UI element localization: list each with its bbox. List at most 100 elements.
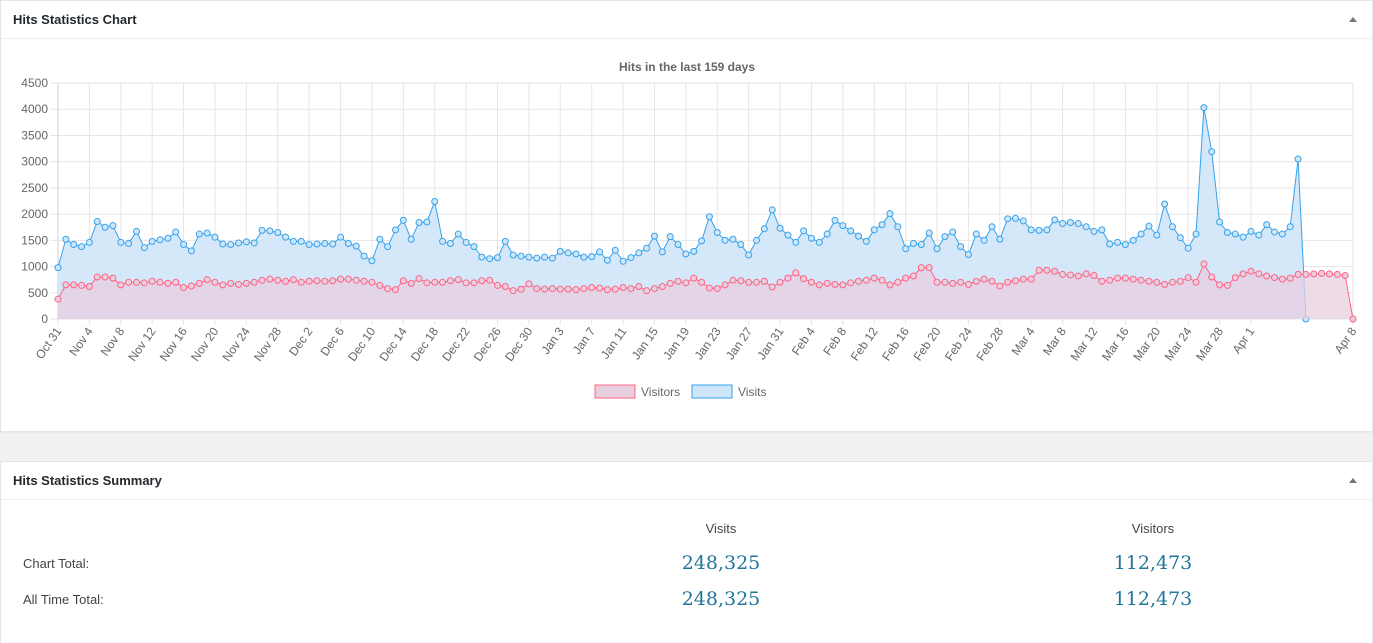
data-point[interactable] — [423, 218, 431, 226]
data-point[interactable] — [596, 284, 604, 292]
data-point[interactable] — [439, 237, 447, 245]
data-point[interactable] — [792, 238, 800, 246]
data-point[interactable] — [1263, 272, 1271, 280]
data-point[interactable] — [219, 240, 227, 248]
data-point[interactable] — [972, 230, 980, 238]
data-point[interactable] — [517, 252, 525, 260]
data-point[interactable] — [1004, 215, 1012, 223]
data-point[interactable] — [462, 238, 470, 246]
data-point[interactable] — [823, 279, 831, 287]
data-point[interactable] — [54, 264, 62, 272]
data-point[interactable] — [509, 287, 517, 295]
data-point[interactable] — [643, 244, 651, 252]
data-point[interactable] — [235, 280, 243, 288]
data-point[interactable] — [533, 285, 541, 293]
data-point[interactable] — [1318, 269, 1326, 277]
data-point[interactable] — [627, 254, 635, 262]
data-point[interactable] — [439, 278, 447, 286]
data-point[interactable] — [1129, 275, 1137, 283]
data-point[interactable] — [1263, 221, 1271, 229]
data-point[interactable] — [1278, 230, 1286, 238]
data-point[interactable] — [548, 254, 556, 262]
data-point[interactable] — [650, 285, 658, 293]
data-point[interactable] — [360, 277, 368, 285]
data-point[interactable] — [1247, 227, 1255, 235]
data-point[interactable] — [101, 223, 109, 231]
data-point[interactable] — [203, 276, 211, 284]
data-point[interactable] — [1012, 277, 1020, 285]
data-point[interactable] — [674, 241, 682, 249]
data-point[interactable] — [313, 277, 321, 285]
legend-item-visitors[interactable]: Visitors — [594, 384, 680, 399]
data-point[interactable] — [1004, 278, 1012, 286]
data-point[interactable] — [1090, 227, 1098, 235]
data-point[interactable] — [1200, 104, 1208, 112]
data-point[interactable] — [541, 285, 549, 293]
data-point[interactable] — [815, 238, 823, 246]
data-point[interactable] — [1019, 217, 1027, 225]
data-point[interactable] — [109, 274, 117, 282]
data-point[interactable] — [917, 241, 925, 249]
data-point[interactable] — [1114, 274, 1122, 282]
data-point[interactable] — [548, 285, 556, 293]
data-point[interactable] — [399, 216, 407, 224]
data-point[interactable] — [376, 235, 384, 243]
data-point[interactable] — [870, 226, 878, 234]
data-point[interactable] — [596, 248, 604, 256]
data-point[interactable] — [1286, 223, 1294, 231]
data-point[interactable] — [93, 217, 101, 225]
data-point[interactable] — [156, 236, 164, 244]
data-point[interactable] — [1145, 277, 1153, 285]
data-point[interactable] — [839, 222, 847, 230]
data-point[interactable] — [391, 226, 399, 234]
data-point[interactable] — [1082, 270, 1090, 278]
data-point[interactable] — [391, 286, 399, 294]
data-point[interactable] — [580, 285, 588, 293]
data-point[interactable] — [1066, 219, 1074, 227]
data-point[interactable] — [478, 253, 486, 261]
data-point[interactable] — [988, 277, 996, 285]
data-point[interactable] — [1302, 270, 1310, 278]
data-point[interactable] — [282, 233, 290, 241]
data-point[interactable] — [470, 279, 478, 287]
data-point[interactable] — [494, 254, 502, 262]
data-point[interactable] — [533, 254, 541, 262]
data-point[interactable] — [603, 286, 611, 294]
data-point[interactable] — [972, 277, 980, 285]
data-point[interactable] — [156, 278, 164, 286]
data-point[interactable] — [682, 250, 690, 258]
data-point[interactable] — [1153, 278, 1161, 286]
data-point[interactable] — [289, 237, 297, 245]
data-point[interactable] — [776, 224, 784, 232]
data-point[interactable] — [847, 227, 855, 235]
legend-item-visits[interactable]: Visits — [691, 384, 766, 399]
data-point[interactable] — [643, 287, 651, 295]
data-point[interactable] — [1121, 241, 1129, 249]
data-point[interactable] — [753, 236, 761, 244]
data-point[interactable] — [1294, 270, 1302, 278]
data-point[interactable] — [760, 277, 768, 285]
data-point[interactable] — [446, 277, 454, 285]
data-point[interactable] — [541, 253, 549, 261]
data-point[interactable] — [729, 235, 737, 243]
data-point[interactable] — [140, 279, 148, 287]
data-point[interactable] — [635, 282, 643, 290]
data-point[interactable] — [227, 279, 235, 287]
data-point[interactable] — [784, 274, 792, 282]
data-point[interactable] — [894, 278, 902, 286]
data-point[interactable] — [1192, 230, 1200, 238]
data-point[interactable] — [572, 286, 580, 294]
data-point[interactable] — [297, 278, 305, 286]
data-point[interactable] — [1286, 274, 1294, 282]
data-point[interactable] — [329, 240, 337, 248]
data-point[interactable] — [941, 233, 949, 241]
data-point[interactable] — [501, 237, 509, 245]
data-point[interactable] — [78, 281, 86, 289]
data-point[interactable] — [1137, 230, 1145, 238]
data-point[interactable] — [1098, 277, 1106, 285]
data-point[interactable] — [1239, 233, 1247, 241]
data-point[interactable] — [1294, 155, 1302, 163]
data-point[interactable] — [486, 276, 494, 284]
data-point[interactable] — [117, 281, 125, 289]
data-point[interactable] — [494, 281, 502, 289]
